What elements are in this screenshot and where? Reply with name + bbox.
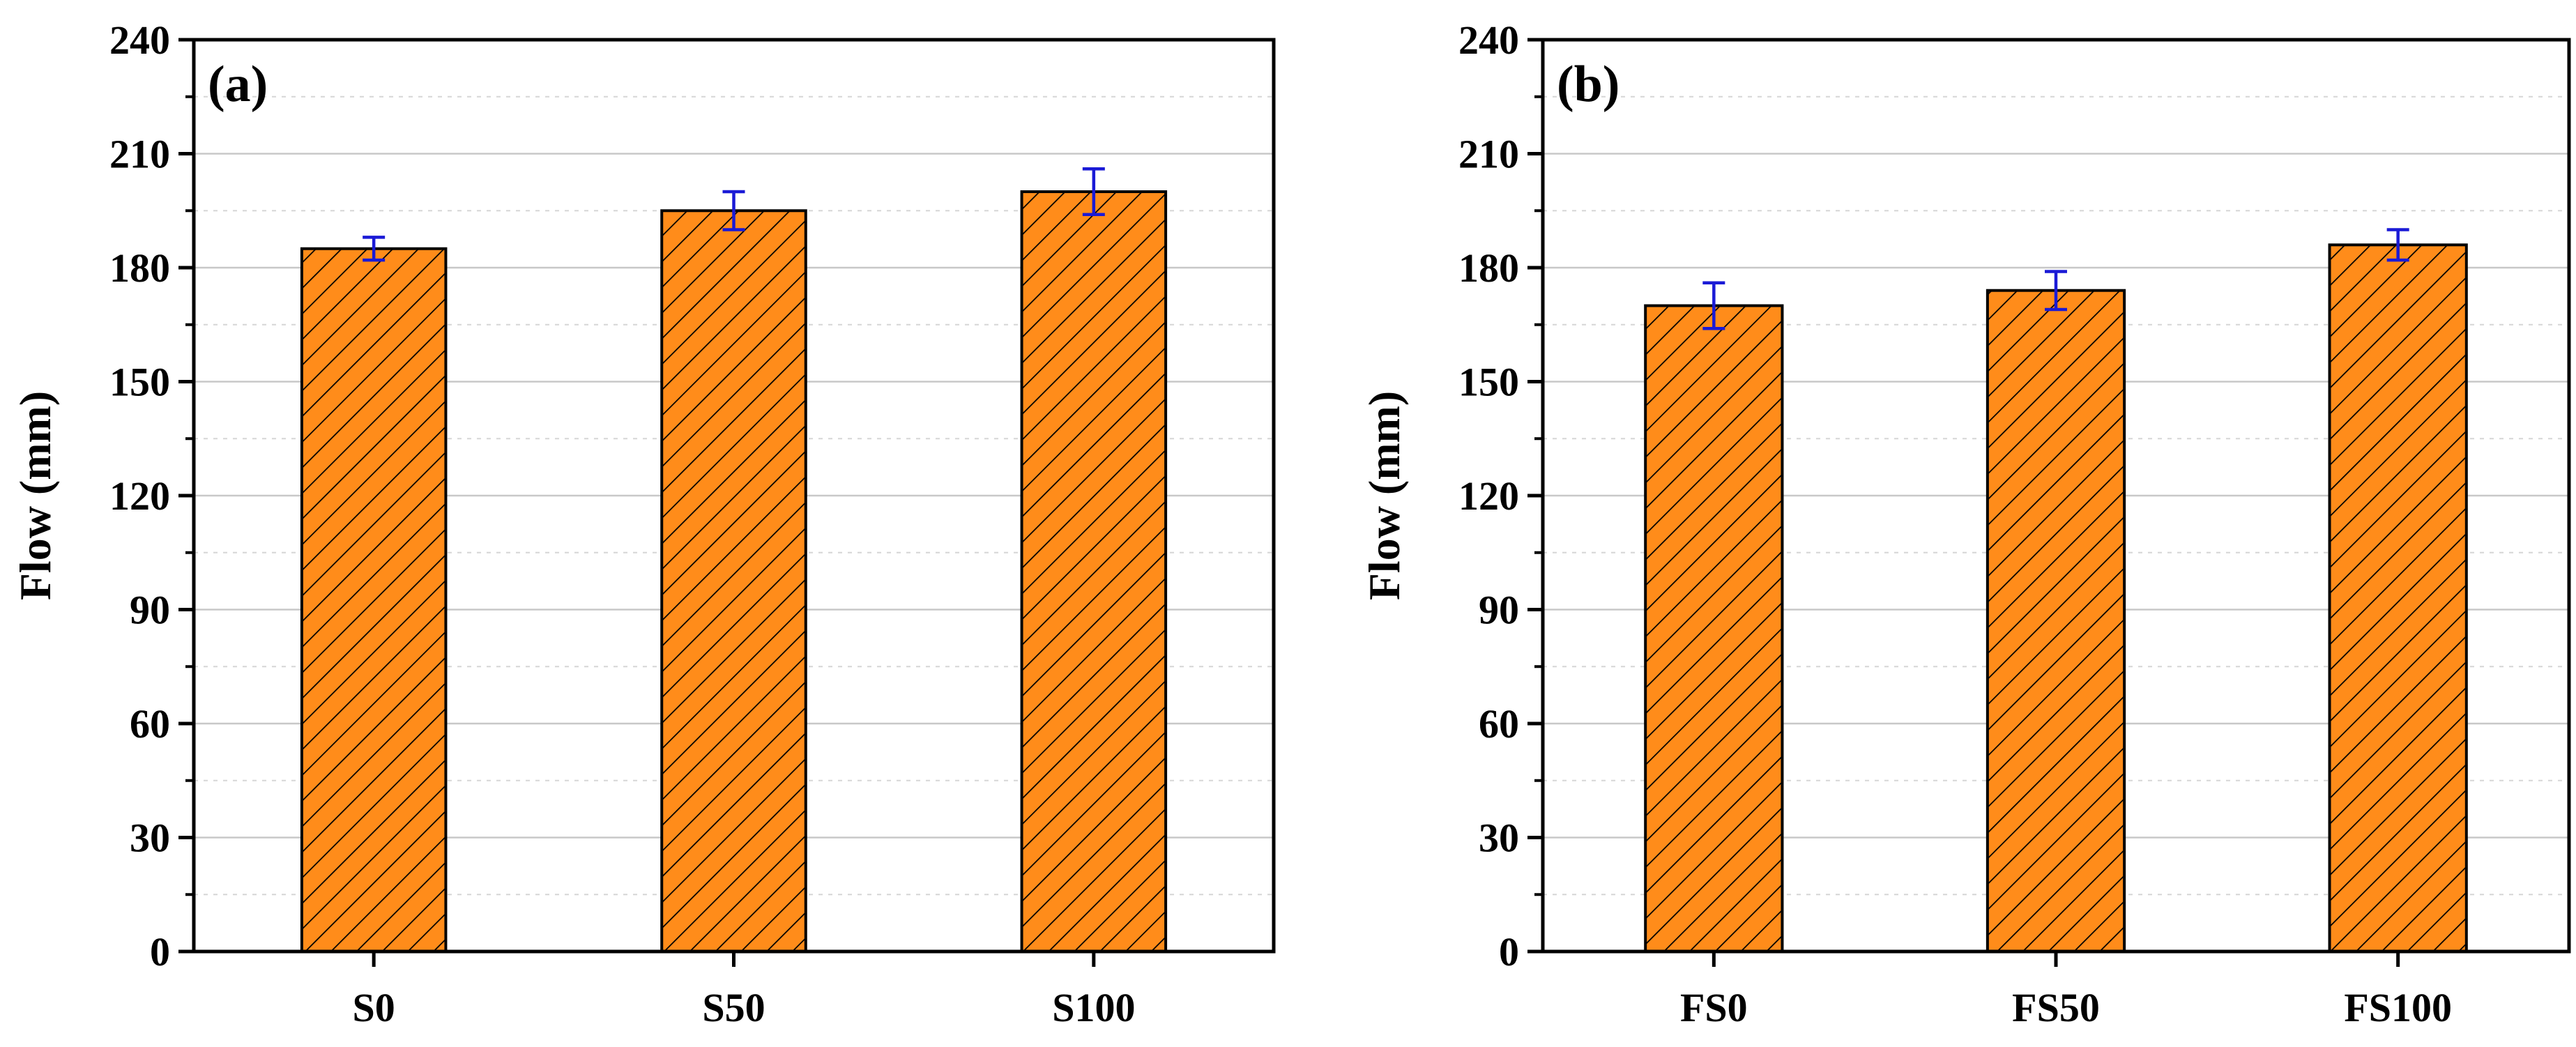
- y-tick-label: 60: [130, 701, 170, 747]
- x-tick-label-fs0: FS0: [1680, 985, 1748, 1030]
- x-tick-label-s0: S0: [353, 985, 395, 1030]
- x-tick-label-s50: S50: [702, 985, 765, 1030]
- y-tick-label: 150: [1458, 360, 1519, 405]
- y-tick-label: 30: [130, 816, 170, 861]
- error-bar-fs100: [2386, 228, 2409, 262]
- y-axis-title: Flow (mm): [10, 391, 60, 600]
- error-bar-s0: [363, 236, 386, 262]
- x-tick-label-fs100: FS100: [2344, 985, 2452, 1030]
- y-tick-label: 210: [1458, 132, 1519, 177]
- error-bar-s50: [722, 190, 745, 231]
- y-tick-label: 120: [1458, 473, 1519, 519]
- error-bar-s100: [1082, 167, 1105, 216]
- panel-label: (a): [208, 56, 268, 113]
- y-tick-label: 0: [1499, 929, 1519, 975]
- bar-s0: [300, 247, 448, 953]
- bar-s50: [660, 209, 807, 953]
- y-tick-label: 240: [109, 17, 170, 63]
- y-tick-label: 150: [109, 360, 170, 405]
- y-tick-label: 180: [1458, 245, 1519, 291]
- error-bar-fs50: [2045, 270, 2067, 312]
- y-tick-label: 60: [1479, 701, 1519, 747]
- x-tick-label-fs50: FS50: [2012, 985, 2100, 1030]
- y-tick-label: 90: [1479, 588, 1519, 633]
- y-tick-label: 0: [150, 929, 170, 975]
- error-bar-fs0: [1702, 281, 1725, 330]
- chart-panel-b: 0 30 60 90 120 150 180 210 240 FS0 FS50 FS100 (b) F…: [1359, 17, 2571, 1030]
- y-tick-label: 240: [1458, 17, 1519, 63]
- bar-fs100: [2328, 243, 2468, 953]
- y-tick-label: 90: [130, 588, 170, 633]
- y-tick-label: 180: [109, 245, 170, 291]
- y-tick-label: 210: [109, 132, 170, 177]
- y-tick-label: 30: [1479, 816, 1519, 861]
- x-tick-label-s100: S100: [1052, 985, 1135, 1030]
- panel-label: (b): [1557, 56, 1619, 113]
- bar-s100: [1020, 190, 1168, 953]
- y-axis-title: Flow (mm): [1359, 391, 1409, 600]
- bar-fs50: [1986, 289, 2126, 953]
- y-tick-label: 120: [109, 473, 170, 519]
- chart-panel-a: 0 30 60 90 120 150 180 210 240 S0 S50 S100 (a) Flow…: [10, 17, 1276, 1030]
- bar-fs0: [1644, 304, 1784, 953]
